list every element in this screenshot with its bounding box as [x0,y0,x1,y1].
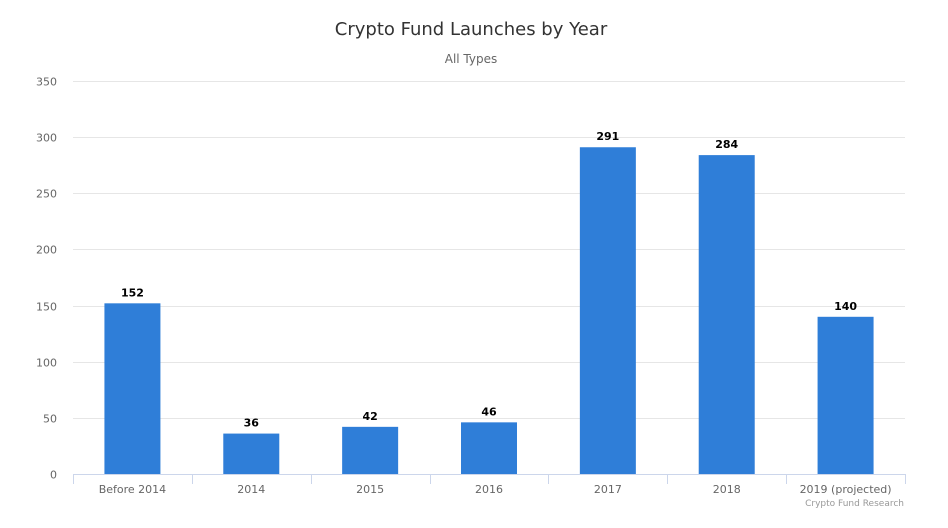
y-tick-label: 250 [36,188,57,201]
x-tick-label: 2014 [237,483,265,496]
bar[interactable] [223,433,280,474]
bar-value-label: 291 [596,130,619,143]
x-tick-label: 2015 [356,483,384,496]
y-tick-label: 200 [36,244,57,257]
y-tick-label: 150 [36,301,57,314]
bar-value-label: 36 [244,417,260,430]
x-tick-label: 2016 [475,483,503,496]
bar[interactable] [342,426,399,474]
bar[interactable] [104,303,161,474]
chart-title: Crypto Fund Launches by Year [335,19,608,40]
y-tick-label: 0 [50,469,57,482]
chart-subtitle: All Types [445,52,498,66]
data-labels: 152 36 42 46 291 284 140 [121,130,857,429]
y-axis: 0 50 100 150 200 250 300 350 [36,76,57,482]
x-tick-label: 2018 [713,483,741,496]
x-axis: Before 2014 2014 2015 2016 2017 2018 2019 (pro… [73,474,906,496]
bar-series [104,147,874,474]
bar-value-label: 284 [715,138,738,151]
bar-value-label: 42 [362,410,377,423]
bar-value-label: 152 [121,286,144,299]
bar-value-label: 46 [481,405,497,418]
gridlines [73,81,905,419]
x-tick-label: 2017 [594,483,622,496]
y-tick-label: 350 [36,76,57,89]
bar[interactable] [817,316,874,474]
y-tick-label: 50 [43,413,57,426]
bar[interactable] [698,155,755,474]
bar-value-label: 140 [834,300,857,313]
y-tick-label: 100 [36,357,57,370]
x-tick-label: 2019 (projected) [800,483,892,496]
bar[interactable] [579,147,636,474]
bar[interactable] [461,422,517,474]
y-tick-label: 300 [36,132,57,145]
chart-credits[interactable]: Crypto Fund Research [805,499,904,509]
x-tick-label: Before 2014 [99,483,166,496]
